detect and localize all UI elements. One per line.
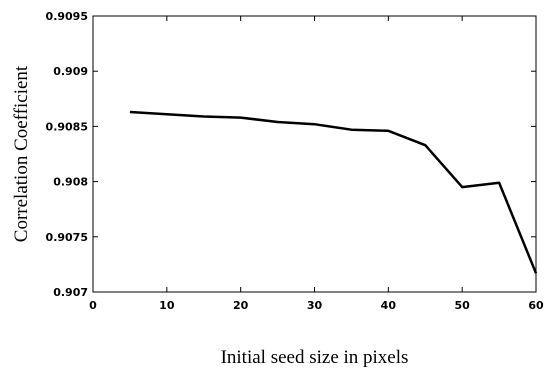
y-tick-label: 0.9075	[46, 231, 88, 244]
y-tick-label: 0.908	[53, 176, 88, 189]
x-tick-label: 50	[455, 299, 471, 312]
y-axis-label: Correlation Coefficient	[11, 65, 32, 242]
x-tick-label: 20	[233, 299, 249, 312]
plot-area: 0 10 20 30 40 50 60 0.9070.90750.9080.90850.90…	[46, 10, 544, 312]
x-tick-label: 60	[528, 299, 544, 312]
x-tick-label: 0	[89, 299, 97, 312]
x-axis: 0 10 20 30 40 50 60	[89, 16, 544, 312]
series-line	[129, 110, 538, 274]
x-tick-label: 10	[159, 299, 175, 312]
y-tick-label: 0.9085	[46, 120, 88, 133]
x-axis-label: Initial seed size in pixels	[221, 347, 409, 368]
y-axis: 0.907 0.9075 0.908 0.9085 0.909 0.9095	[46, 10, 536, 299]
y-tick-label: 0.9095	[46, 10, 88, 23]
y-tick-label: 0.909	[53, 65, 88, 78]
x-tick-label: 30	[307, 299, 323, 312]
series-layer	[129, 110, 538, 274]
x-tick-label: 40	[381, 299, 397, 312]
y-tick-label: 0.907	[53, 286, 88, 299]
plot-frame	[92, 15, 537, 293]
